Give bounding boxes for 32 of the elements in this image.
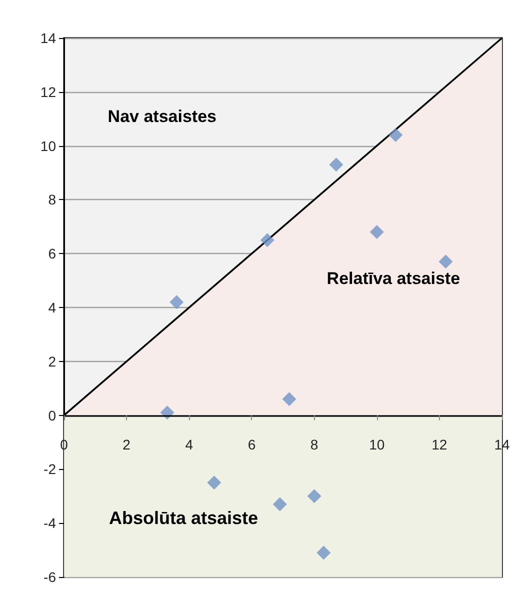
x-tick-label: 10 (369, 436, 385, 452)
point (370, 225, 384, 240)
x-tick-label: 12 (432, 436, 448, 452)
point (170, 295, 184, 310)
y-tick-label: 0 (48, 407, 56, 424)
annotation: Relatīva atsaiste (326, 268, 460, 288)
y-tick-label: -2 (44, 461, 56, 478)
point (207, 476, 222, 490)
y-tick-label: 2 (48, 353, 56, 370)
y-tick-label: -4 (44, 515, 56, 532)
y-tick-label: 6 (48, 246, 56, 262)
annotation: Nav atsaistes (108, 107, 216, 126)
x-tick-label: 2 (122, 436, 131, 452)
point (282, 392, 296, 406)
x-tick-label: 6 (248, 436, 256, 452)
x-tick-label: 4 (185, 436, 194, 452)
y-tick-label: 12 (40, 84, 56, 100)
y-tick-label: 4 (48, 300, 56, 316)
point (329, 158, 344, 172)
point (307, 489, 322, 504)
point (316, 546, 331, 560)
point (272, 497, 287, 512)
y-tick-label: -6 (44, 569, 56, 585)
point (388, 128, 403, 142)
x-tick-label: 8 (310, 436, 318, 452)
point (260, 233, 274, 248)
y-tick-label: 8 (48, 192, 56, 208)
point (160, 406, 174, 420)
band-label: Absolūta atsaiste (109, 508, 258, 528)
point (438, 254, 453, 269)
y-tick-label: 14 (40, 30, 56, 46)
y-tick-label: 10 (40, 138, 56, 154)
